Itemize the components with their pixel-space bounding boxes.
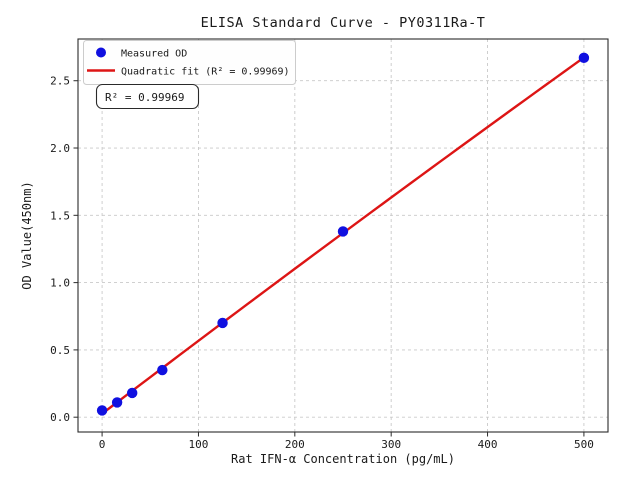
y-tick-label: 0.0 <box>50 411 70 424</box>
data-point <box>217 317 228 329</box>
data-point <box>96 405 108 416</box>
x-tick-label: 500 <box>574 438 594 451</box>
r-squared-annotation-box <box>95 83 200 110</box>
legend-label-measured-od: Measured OD <box>121 49 187 60</box>
gridlines <box>78 39 608 432</box>
x-tick-label: 300 <box>381 438 401 451</box>
y-tick-label: 0.5 <box>50 344 70 357</box>
r-squared-annotation: R² = 0.99969 <box>95 83 200 110</box>
axis-ticks <box>73 80 585 437</box>
chart-title: ELISA Standard Curve - PY0311Ra-T <box>201 15 486 31</box>
legend-label-quadratic-fit: Quadratic fit (R² = 0.99969) <box>121 67 290 78</box>
y-axis-label: OD Value(450nm) <box>20 181 34 289</box>
x-axis-label: Rat IFN-α Concentration (pg/mL) <box>231 452 455 466</box>
y-tick-label: 2.0 <box>50 142 70 155</box>
legend-marker-measured-od-icon <box>96 47 106 58</box>
data-point <box>111 397 123 408</box>
data-point <box>337 226 349 237</box>
data-point <box>157 364 168 376</box>
plot-frame <box>77 38 609 433</box>
legend-box <box>83 40 296 85</box>
y-tick-label: 2.5 <box>50 75 70 88</box>
data-point <box>127 387 138 399</box>
y-tick-label: 1.0 <box>50 277 70 290</box>
x-tick-label: 200 <box>285 438 305 451</box>
x-tick-label: 0 <box>99 438 106 451</box>
axis-tick-labels: 0 100 200 300 400 500 0.0 0.5 1.0 1.5 2.0 2.5 <box>50 75 594 451</box>
x-tick-label: 100 <box>189 438 209 451</box>
measured-od-points <box>96 52 590 416</box>
x-tick-label: 400 <box>478 438 498 451</box>
data-point <box>578 52 590 64</box>
legend: Measured OD Quadratic fit (R² = 0.99969) <box>83 40 296 85</box>
y-tick-label: 1.5 <box>50 209 70 222</box>
r-squared-annotation-text: R² = 0.99969 <box>105 91 184 104</box>
